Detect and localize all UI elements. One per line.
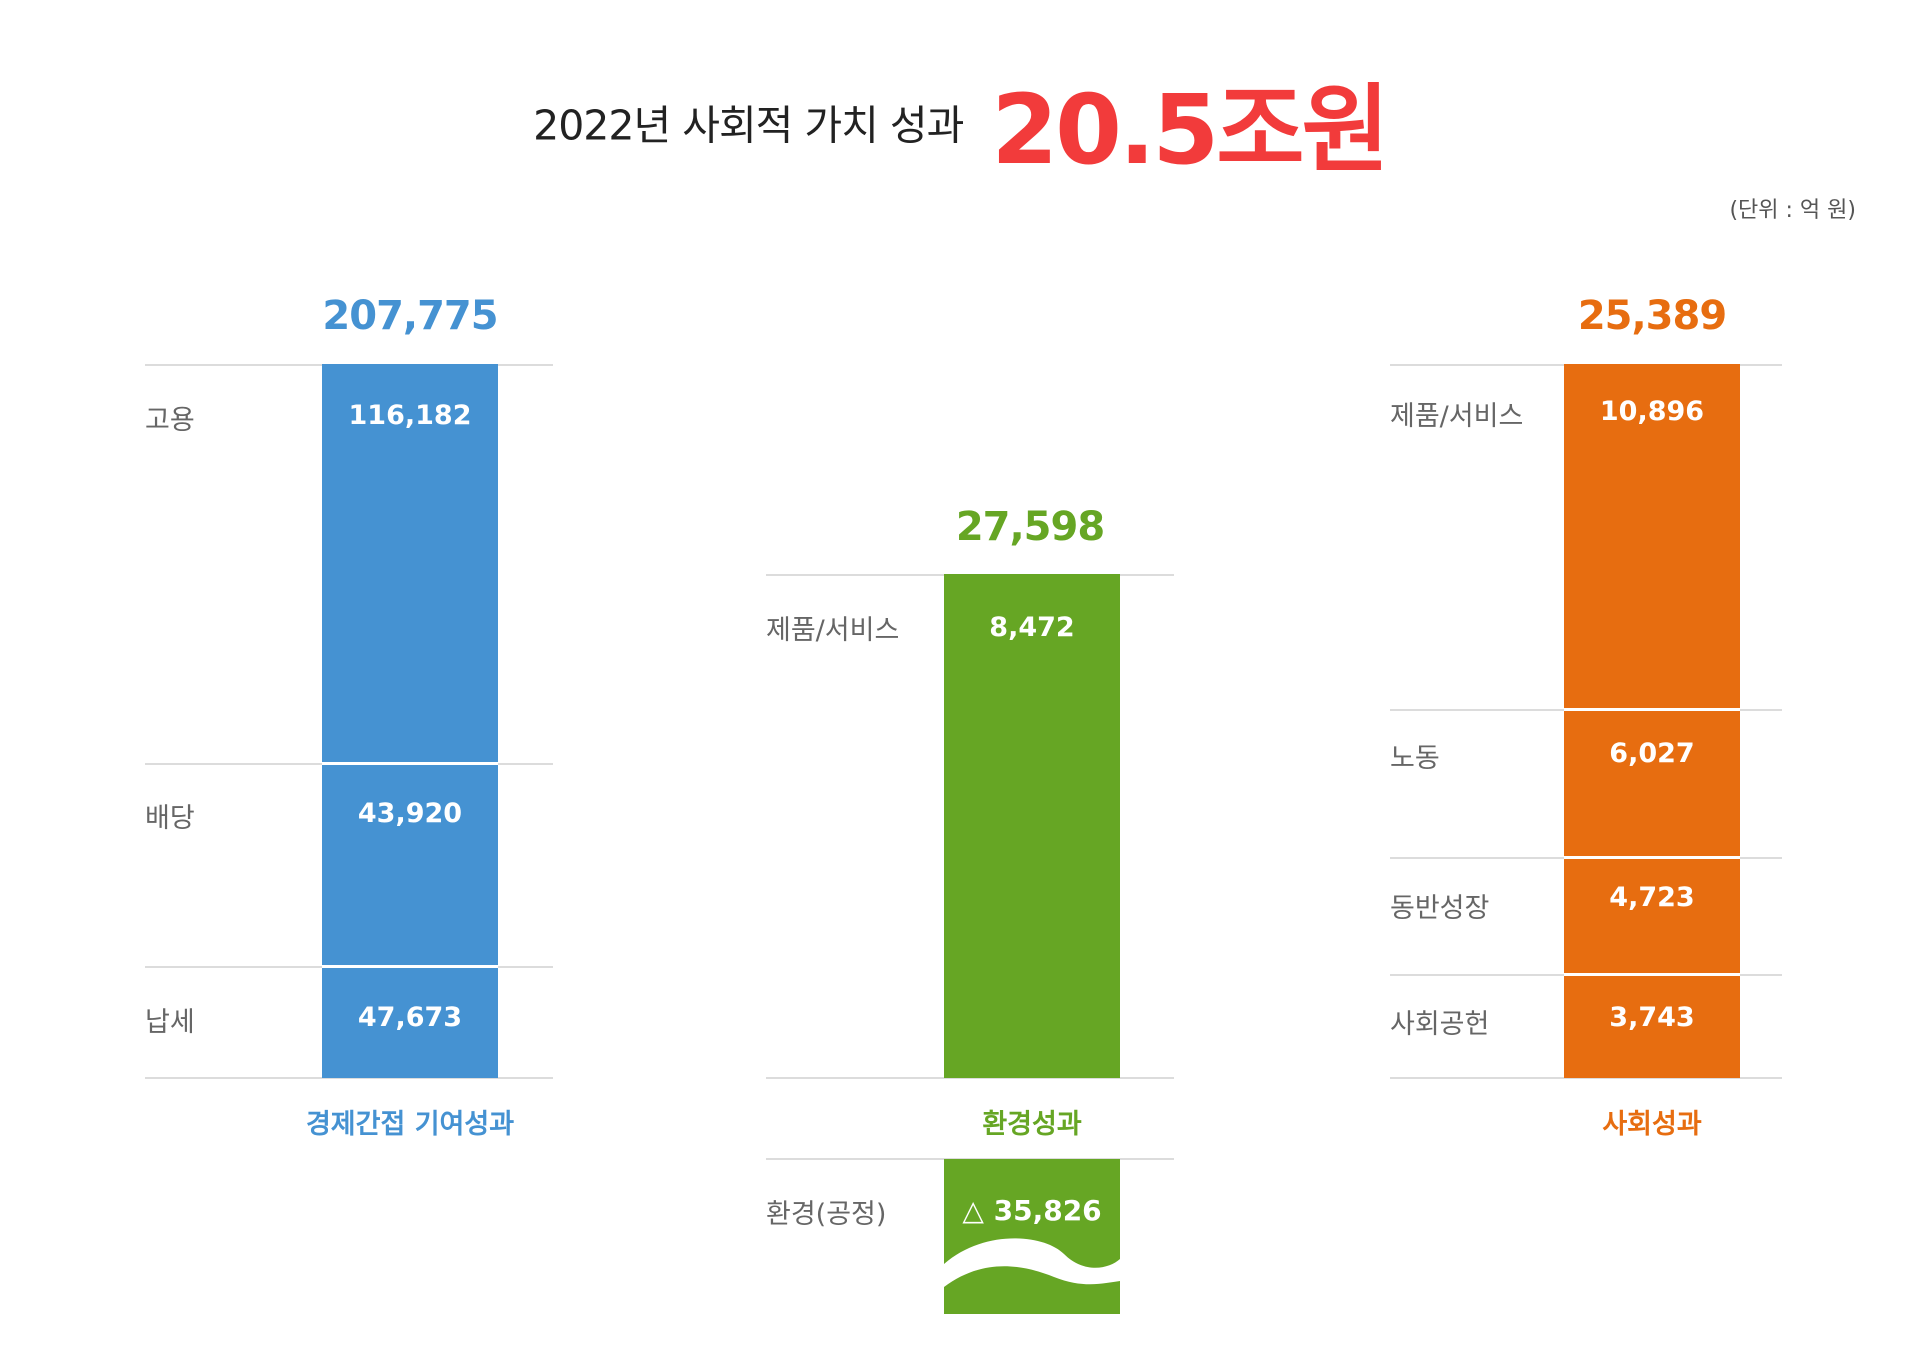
environment-bar	[944, 574, 1120, 1078]
social-seg-value-product: 10,896	[1599, 396, 1705, 427]
environment-negative-label: 환경(공정)	[766, 1199, 887, 1230]
economic-seg-label-dividend: 배당	[145, 803, 195, 834]
environment-seg-value-product: 8,472	[989, 612, 1075, 643]
social-seg-sep-3	[1564, 973, 1740, 976]
social-seg-label-labor: 노동	[1390, 743, 1440, 774]
economic-seg-sep-2	[322, 965, 498, 968]
chart-title: 2022년 사회적 가치 성과 20.5조원	[0, 52, 1920, 191]
economic-seg-value-employment: 116,182	[348, 400, 472, 431]
social-seg-label-partnership: 동반성장	[1390, 893, 1490, 924]
economic-seg-value-tax: 47,673	[357, 1002, 463, 1033]
unit-note: (단위 : 억 원)	[1729, 198, 1856, 223]
social-seg-label-product: 제품/서비스	[1390, 401, 1524, 432]
social-total-label: 25,389	[1577, 293, 1727, 339]
economic-bar	[322, 364, 498, 1078]
title-main-text: 2022년 사회적 가치 성과	[533, 101, 964, 150]
environment-category-label: 환경성과	[982, 1109, 1082, 1140]
economic-seg-value-dividend: 43,920	[357, 798, 463, 829]
environment-negative-bar-fill	[944, 1159, 1120, 1314]
environment-seg-label-product: 제품/서비스	[766, 615, 900, 646]
economic-category-label: 경제간접 기여성과	[305, 1109, 515, 1140]
social-baseline	[1390, 1077, 1782, 1079]
social-bar	[1564, 364, 1740, 1078]
social-seg-label-contribution: 사회공헌	[1390, 1009, 1490, 1040]
social-seg-value-labor: 6,027	[1609, 738, 1695, 769]
economic-seg-label-tax: 납세	[145, 1007, 195, 1038]
social-category-label: 사회성과	[1602, 1109, 1702, 1140]
economic-baseline	[145, 1077, 553, 1079]
economic-seg-sep-1	[322, 762, 498, 765]
social-seg-sep-1	[1564, 708, 1740, 711]
economic-seg-label-employment: 고용	[145, 405, 195, 436]
economic-total-label: 207,775	[322, 293, 498, 339]
environment-baseline	[766, 1077, 1174, 1079]
social-seg-value-partnership: 4,723	[1609, 882, 1695, 913]
environment-total-label: 27,598	[955, 504, 1105, 550]
environment-negative-bar	[944, 1159, 1120, 1314]
environment-negative-bar-break	[944, 1238, 1120, 1287]
social-seg-sep-2	[1564, 856, 1740, 859]
environment-negative-value: △ 35,826	[962, 1194, 1102, 1227]
social-seg-value-contribution: 3,743	[1609, 1002, 1695, 1033]
title-highlight-value: 20.5조원	[991, 74, 1389, 186]
